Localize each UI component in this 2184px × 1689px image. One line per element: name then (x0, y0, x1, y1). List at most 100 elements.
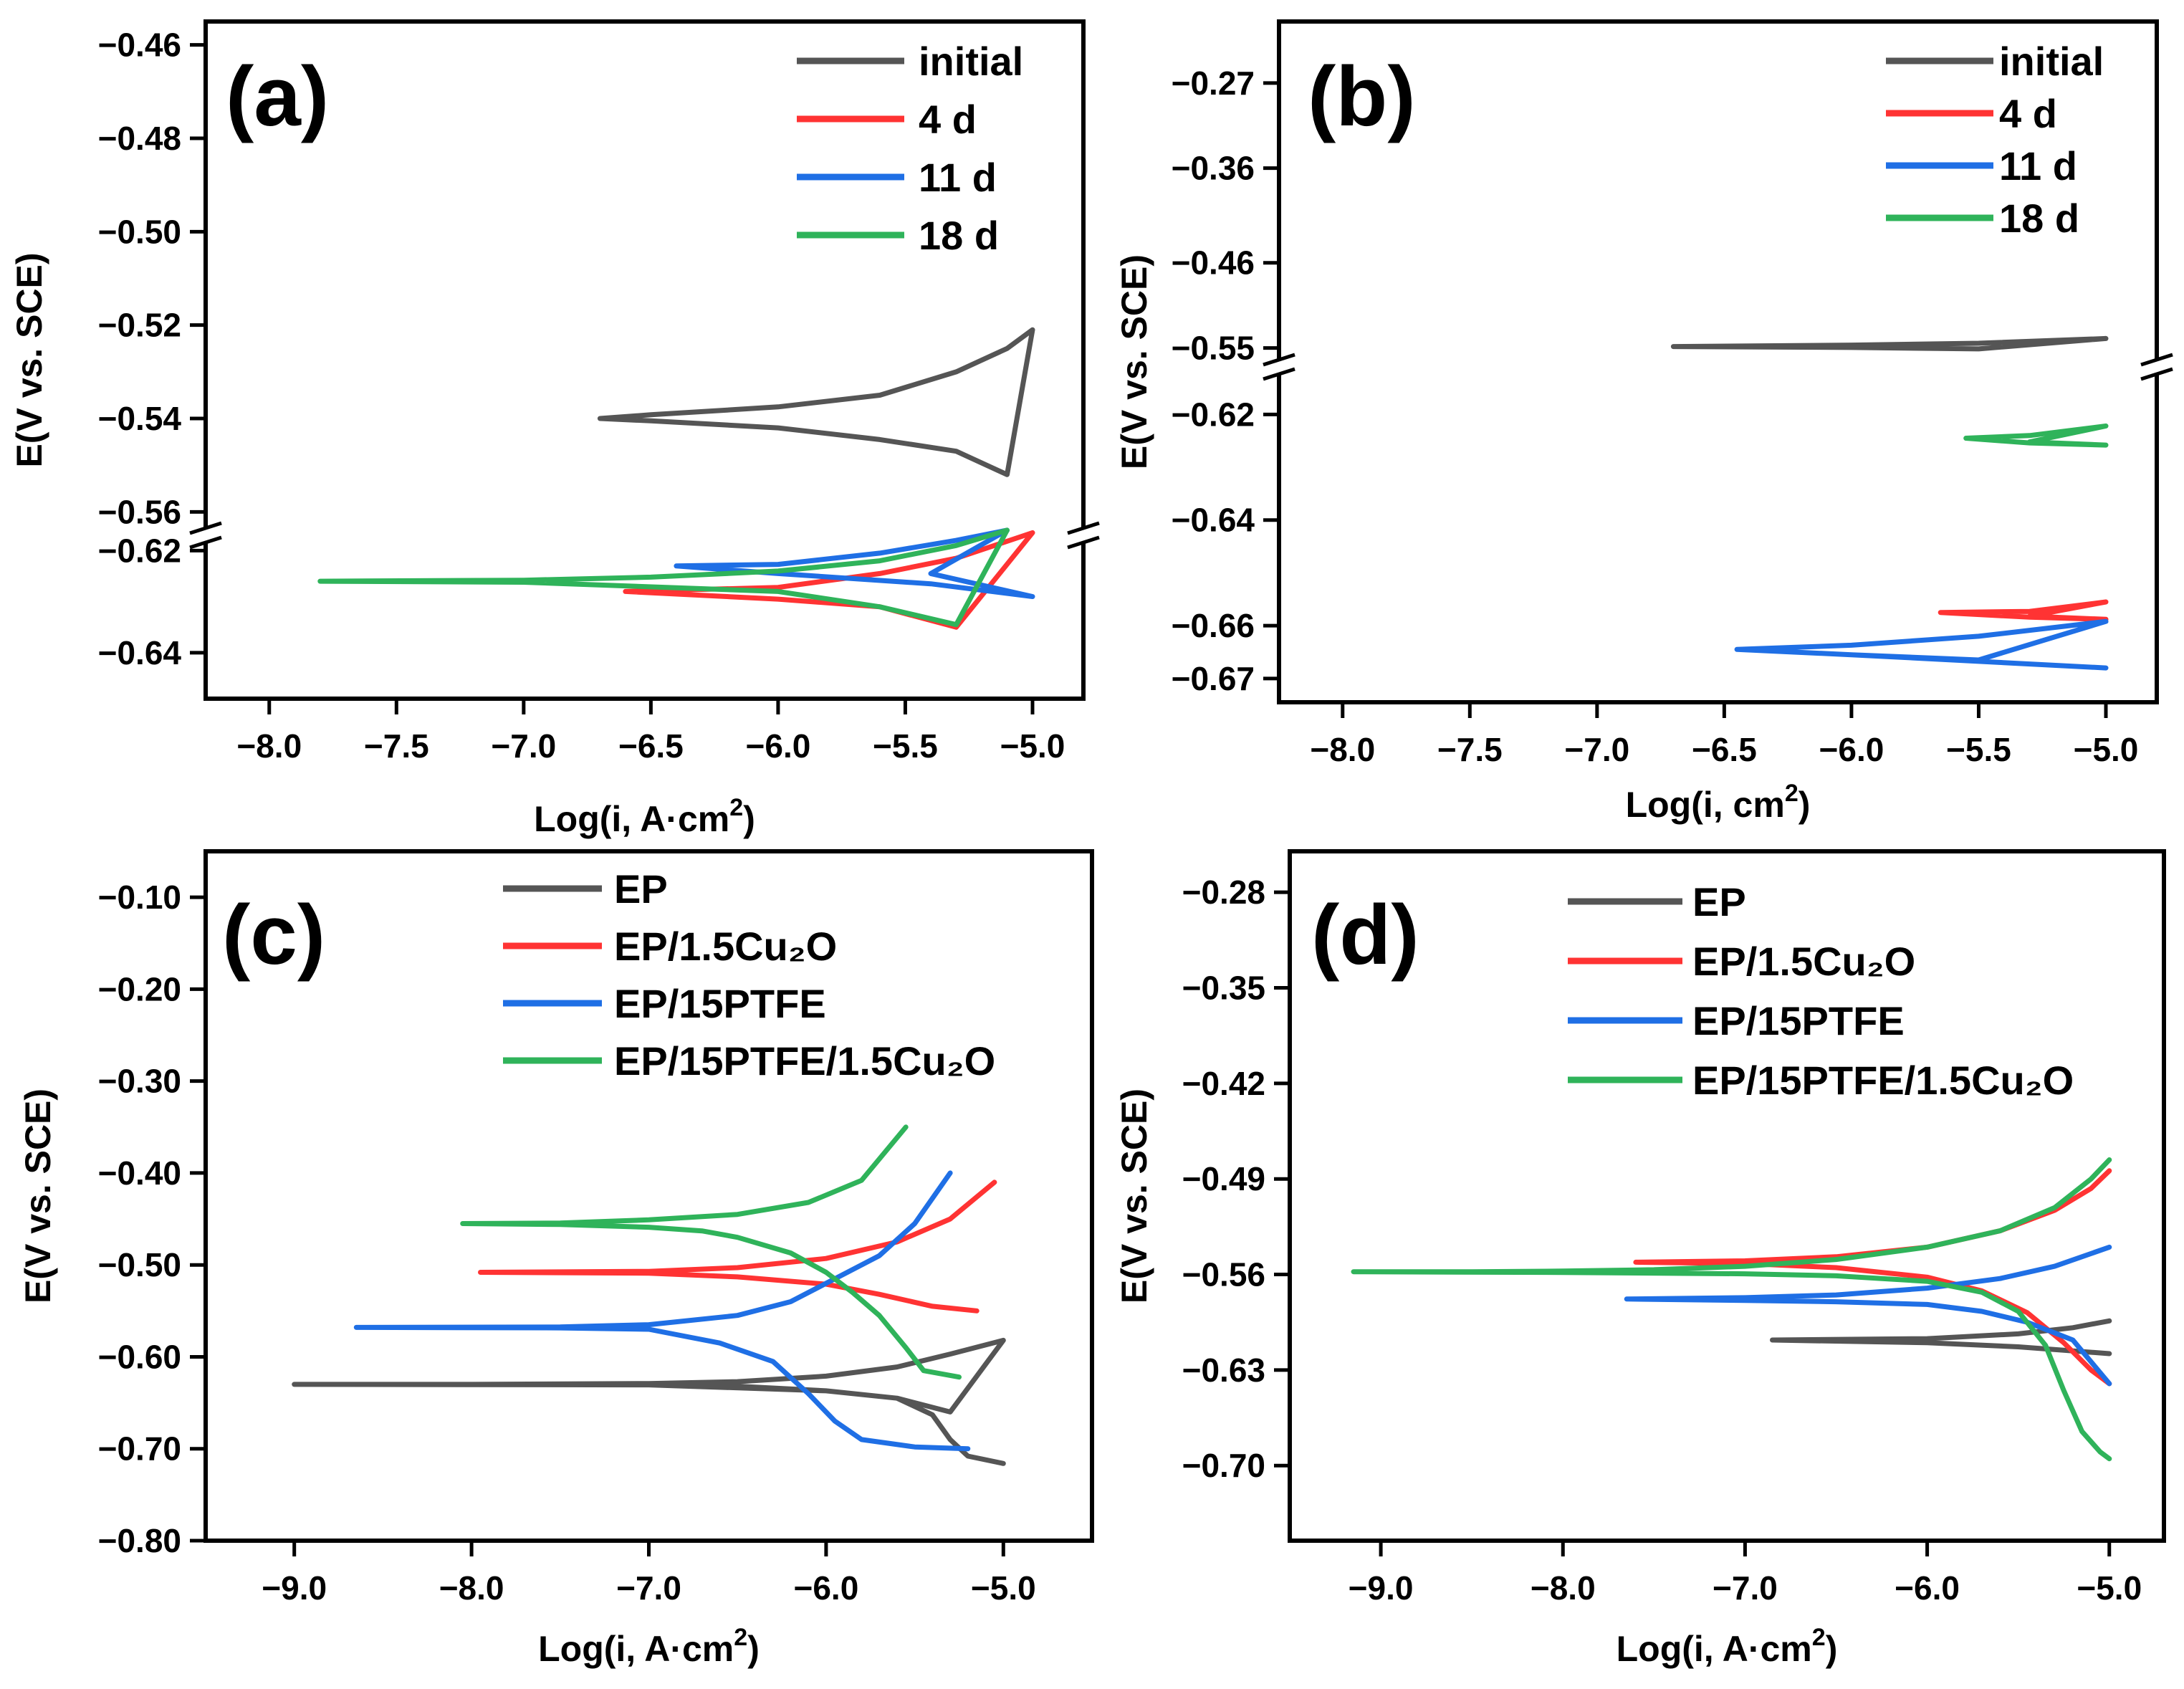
legend-label-ep-15ptfe-1-5cu2o: EP/15PTFE/1.5Cu₂O (1692, 1058, 2074, 1103)
y-tick-label: −0.62 (98, 532, 181, 569)
legend-label-ep-1-5cu2o: EP/1.5Cu₂O (1692, 939, 1915, 984)
series-initial-curve (597, 327, 1035, 477)
x-axis-title-main: Log(i, A·cm (538, 1629, 734, 1669)
series-layer (292, 1124, 1006, 1466)
x-tick-label: −7.5 (1437, 731, 1503, 768)
series-18-d-curve (317, 527, 1010, 628)
y-tick-label: −0.40 (98, 1154, 181, 1192)
plot-frame (1288, 849, 2166, 1543)
legend-label-initial: initial (919, 39, 1023, 84)
panel-label: (b) (1308, 49, 1416, 144)
x-tick-label: −5.0 (2074, 731, 2139, 768)
legend-label-ep: EP (614, 866, 668, 912)
x-axis-title-superscript: 2 (734, 1624, 747, 1651)
axis-break-mark (1263, 353, 1295, 367)
legend: EP EP/1.5Cu₂O EP/15PTFE EP/15PTFE/1.5Cu₂O (503, 866, 995, 1083)
y-tick-label: −0.54 (98, 400, 182, 437)
y-tick-label: −0.67 (1172, 660, 1255, 697)
legend-label-4-d: 4 d (919, 97, 977, 142)
x-tick-label: −8.0 (439, 1569, 504, 1607)
y-tick-label: −0.55 (1172, 330, 1255, 367)
x-tick-label: −7.0 (616, 1569, 681, 1607)
series-11-d-curve (674, 527, 1035, 599)
y-tick-label: −0.30 (98, 1063, 181, 1100)
y-tick-label: −0.52 (98, 307, 181, 344)
x-tick-label: −8.0 (1531, 1569, 1596, 1607)
series-initial-curve (1670, 335, 2109, 352)
axis-break-mark (1067, 535, 1100, 550)
legend: EP EP/1.5Cu₂O EP/15PTFE EP/15PTFE/1.5Cu₂O (1568, 879, 2074, 1103)
series-ep-curve (292, 1337, 1006, 1466)
x-axis-title: Log(i, A·cm2) (1617, 1624, 1838, 1669)
y-tick-label: −0.64 (98, 634, 182, 671)
x-axis-title-superscript: 2 (729, 794, 743, 821)
panel-a: −8.0 −7.5 −7.0 −6.5 −6.0 −5.5 −5.0 −0.46 −0.48 −0… (9, 19, 1100, 839)
x-axis-title-main: Log(i, A·cm (1617, 1629, 1812, 1669)
y-tick-label: −0.46 (1172, 244, 1255, 282)
x-axis-title-main: Log(i, cm (1626, 785, 1785, 825)
x-tick-label: −5.0 (971, 1569, 1036, 1607)
series-ep-15ptfe-curve (1624, 1244, 2112, 1387)
y-tick-label: −0.35 (1182, 969, 1265, 1006)
x-tick-label: −8.0 (1310, 731, 1375, 768)
x-axis-title-end: ) (743, 799, 755, 839)
series-layer (1351, 1157, 2112, 1462)
legend-label-ep-1-5cu2o: EP/1.5Cu₂O (614, 924, 837, 969)
series-ep-1-5cu2o-curve (478, 1180, 997, 1314)
y-tick-label: −0.64 (1172, 502, 1255, 539)
y-tick-label: −0.28 (1182, 874, 1265, 911)
series-layer (317, 327, 1035, 630)
legend-label-18-d: 18 d (1999, 196, 2079, 241)
legend-label-11-d: 11 d (919, 155, 997, 200)
legend-label-ep: EP (1692, 879, 1746, 924)
legend-label-11-d: 11 d (1999, 143, 2077, 188)
y-tick-label: −0.60 (98, 1338, 181, 1375)
x-tick-label: −7.0 (491, 727, 556, 765)
panel-b: −8.0 −7.5 −7.0 −6.5 −6.0 −5.5 −5.0 −0.27 −0.36 −0… (1114, 19, 2173, 825)
y-tick-label: −0.20 (98, 970, 181, 1008)
x-axis-title-end: ) (1826, 1629, 1838, 1669)
legend: initial 4 d 11 d 18 d (1886, 39, 2104, 241)
x-tick-label: −6.0 (793, 1569, 858, 1607)
y-tick-label: −0.66 (1172, 607, 1255, 644)
x-tick-label: −7.0 (1713, 1569, 1778, 1607)
legend: initial 4 d 11 d 18 d (797, 39, 1023, 258)
y-axis-title: E(V vs. SCE) (1114, 254, 1154, 469)
x-axis-title-superscript: 2 (1785, 780, 1799, 807)
y-tick-label: −0.42 (1182, 1065, 1265, 1102)
axis-break-mark (189, 535, 222, 550)
x-tick-label: −7.5 (364, 727, 429, 765)
legend-label-ep-15ptfe: EP/15PTFE (1692, 998, 1905, 1043)
series-ep-15ptfe-curve (353, 1170, 971, 1452)
series-11-d-curve (1734, 618, 2109, 671)
y-tick-label: −0.49 (1182, 1160, 1265, 1197)
legend-label-ep-15ptfe-1-5cu2o: EP/15PTFE/1.5Cu₂O (614, 1038, 995, 1083)
x-tick-label: −6.5 (618, 727, 684, 765)
y-tick-label: −0.10 (98, 879, 181, 916)
x-tick-label: −6.0 (746, 727, 811, 765)
x-tick-label: −5.0 (1000, 727, 1065, 765)
axis-break-mark (2140, 367, 2173, 381)
panel-label: (c) (222, 888, 325, 982)
axis-break-mark (1263, 367, 1295, 381)
x-tick-label: −9.0 (262, 1569, 327, 1607)
legend-label-ep-15ptfe: EP/15PTFE (614, 981, 826, 1026)
axis-break-mark (189, 521, 222, 535)
y-axis-title: E(V vs. SCE) (1114, 1088, 1154, 1303)
y-tick-label: −0.56 (1182, 1256, 1265, 1293)
panel-label: (d) (1311, 888, 1419, 982)
x-axis-title: Log(i, A·cm2) (534, 794, 755, 839)
series-18-d-curve (1963, 424, 2109, 448)
series-4-d-curve (1938, 599, 2109, 622)
x-tick-label: −5.0 (2077, 1569, 2142, 1607)
plot-frame (203, 19, 1086, 701)
x-tick-label: −5.5 (873, 727, 938, 765)
y-axis-title: E(V vs. SCE) (9, 252, 49, 467)
y-tick-label: −0.80 (98, 1522, 181, 1559)
axis-break-mark (2140, 353, 2173, 367)
y-tick-label: −0.63 (1182, 1351, 1265, 1389)
y-tick-label: −0.27 (1172, 64, 1255, 102)
x-tick-label: −6.0 (1895, 1569, 1960, 1607)
y-tick-label: −0.50 (98, 213, 181, 250)
y-tick-label: −0.70 (1182, 1447, 1265, 1484)
